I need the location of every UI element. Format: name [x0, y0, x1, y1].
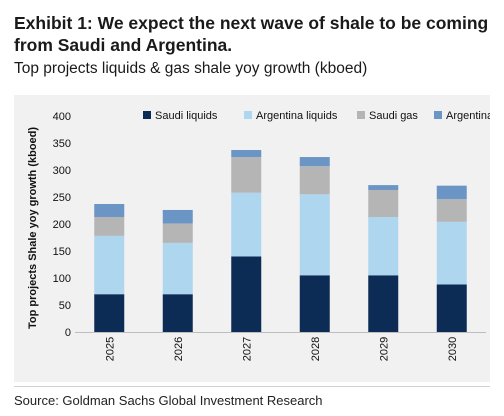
bar-segment-argentina-liquids-2025 [94, 235, 125, 295]
bar-segment-argentina-liquids-2029 [368, 216, 399, 276]
bar-segment-saudi-gas-2029 [368, 189, 399, 217]
bar-segment-saudi-liquids-2025 [94, 294, 125, 332]
bar-segment-saudi-liquids-2027 [231, 256, 262, 332]
legend-swatch [143, 111, 151, 119]
y-tick-label: 350 [53, 138, 71, 150]
legend-item: Saudi liquids [143, 110, 218, 122]
bar-stack-2025 [94, 204, 125, 332]
bar-segment-argentina-liquids-2026 [162, 242, 193, 295]
bar-segment-saudi-gas-2026 [162, 223, 193, 243]
divider [14, 386, 490, 387]
bar-segment-argentina-gas-2026 [162, 209, 193, 224]
bar-segment-argentina-liquids-2030 [436, 221, 467, 285]
legend: Saudi liquids Argentina liquids Saudi gas A… [143, 110, 504, 122]
bar-segment-saudi-gas-2030 [436, 199, 467, 222]
legend-label: Argentina gas [446, 110, 490, 122]
y-tick-label: 400 [53, 111, 71, 123]
x-tick-label: 2028 [310, 337, 322, 361]
legend-swatch [244, 111, 252, 119]
bar-segment-saudi-liquids-2029 [368, 275, 399, 332]
y-tick-label: 50 [59, 300, 71, 312]
bar-segment-argentina-gas-2029 [368, 185, 399, 190]
bars [94, 150, 467, 332]
exhibit-title: Exhibit 1: We expect the next wave of sh… [14, 12, 498, 56]
y-axis-label: Top projects Shale yoy growth (kboed) [27, 127, 39, 329]
bar-stack-2027 [231, 150, 262, 332]
y-tick-label: 0 [65, 327, 71, 339]
legend-label: Saudi gas [369, 110, 418, 122]
legend-label: Argentina liquids [256, 110, 338, 122]
bar-segment-saudi-liquids-2026 [162, 294, 193, 332]
bar-stack-2026 [162, 209, 193, 332]
x-tick-label: 2027 [241, 337, 253, 361]
y-tick-label: 100 [53, 273, 71, 285]
legend-item: Argentina gas [434, 110, 504, 122]
bar-segment-argentina-gas-2025 [94, 204, 125, 217]
exhibit-subtitle: Top projects liquids & gas shale yoy gro… [14, 60, 368, 77]
legend-swatch [357, 111, 365, 119]
bar-segment-argentina-gas-2027 [231, 150, 262, 158]
bar-segment-saudi-liquids-2028 [299, 275, 330, 332]
bar-stack-2029 [368, 185, 399, 332]
exhibit-title-line-1: Exhibit 1: We expect the next wave of sh… [14, 13, 489, 33]
y-tick-label: 300 [53, 165, 71, 177]
bar-segment-argentina-gas-2028 [299, 157, 330, 167]
bar-stack-2030 [436, 185, 467, 332]
exhibit-title-line-2: from Saudi and Argentina. [14, 35, 233, 55]
bar-segment-saudi-gas-2028 [299, 166, 330, 195]
legend-swatch [434, 111, 442, 119]
source-note: Source: Goldman Sachs Global Investment … [14, 393, 323, 408]
bar-segment-saudi-liquids-2030 [436, 284, 467, 332]
x-tick-label: 2029 [378, 337, 390, 361]
y-axis: 0 50 100 150 200 250 300 350 400 [53, 111, 71, 339]
bar-segment-saudi-gas-2025 [94, 216, 125, 236]
legend-item: Argentina liquids [244, 110, 338, 122]
bar-segment-argentina-liquids-2027 [231, 192, 262, 257]
x-axis: 2025 2026 2027 2028 2029 2030 [75, 332, 486, 361]
bar-segment-argentina-gas-2030 [436, 185, 467, 200]
y-tick-label: 250 [53, 192, 71, 204]
legend-item: Saudi gas [357, 110, 418, 122]
bar-stack-2028 [299, 157, 330, 332]
y-tick-label: 150 [53, 246, 71, 258]
x-tick-label: 2026 [173, 337, 185, 361]
x-tick-label: 2025 [104, 337, 116, 361]
y-tick-label: 200 [53, 219, 71, 231]
legend-label: Saudi liquids [155, 110, 218, 122]
bar-segment-saudi-gas-2027 [231, 157, 262, 193]
chart-panel: 0 50 100 150 200 250 300 350 400 2025 2026 2027 202… [14, 95, 504, 382]
bar-segment-argentina-liquids-2028 [299, 194, 330, 276]
x-tick-label: 2030 [447, 337, 459, 361]
